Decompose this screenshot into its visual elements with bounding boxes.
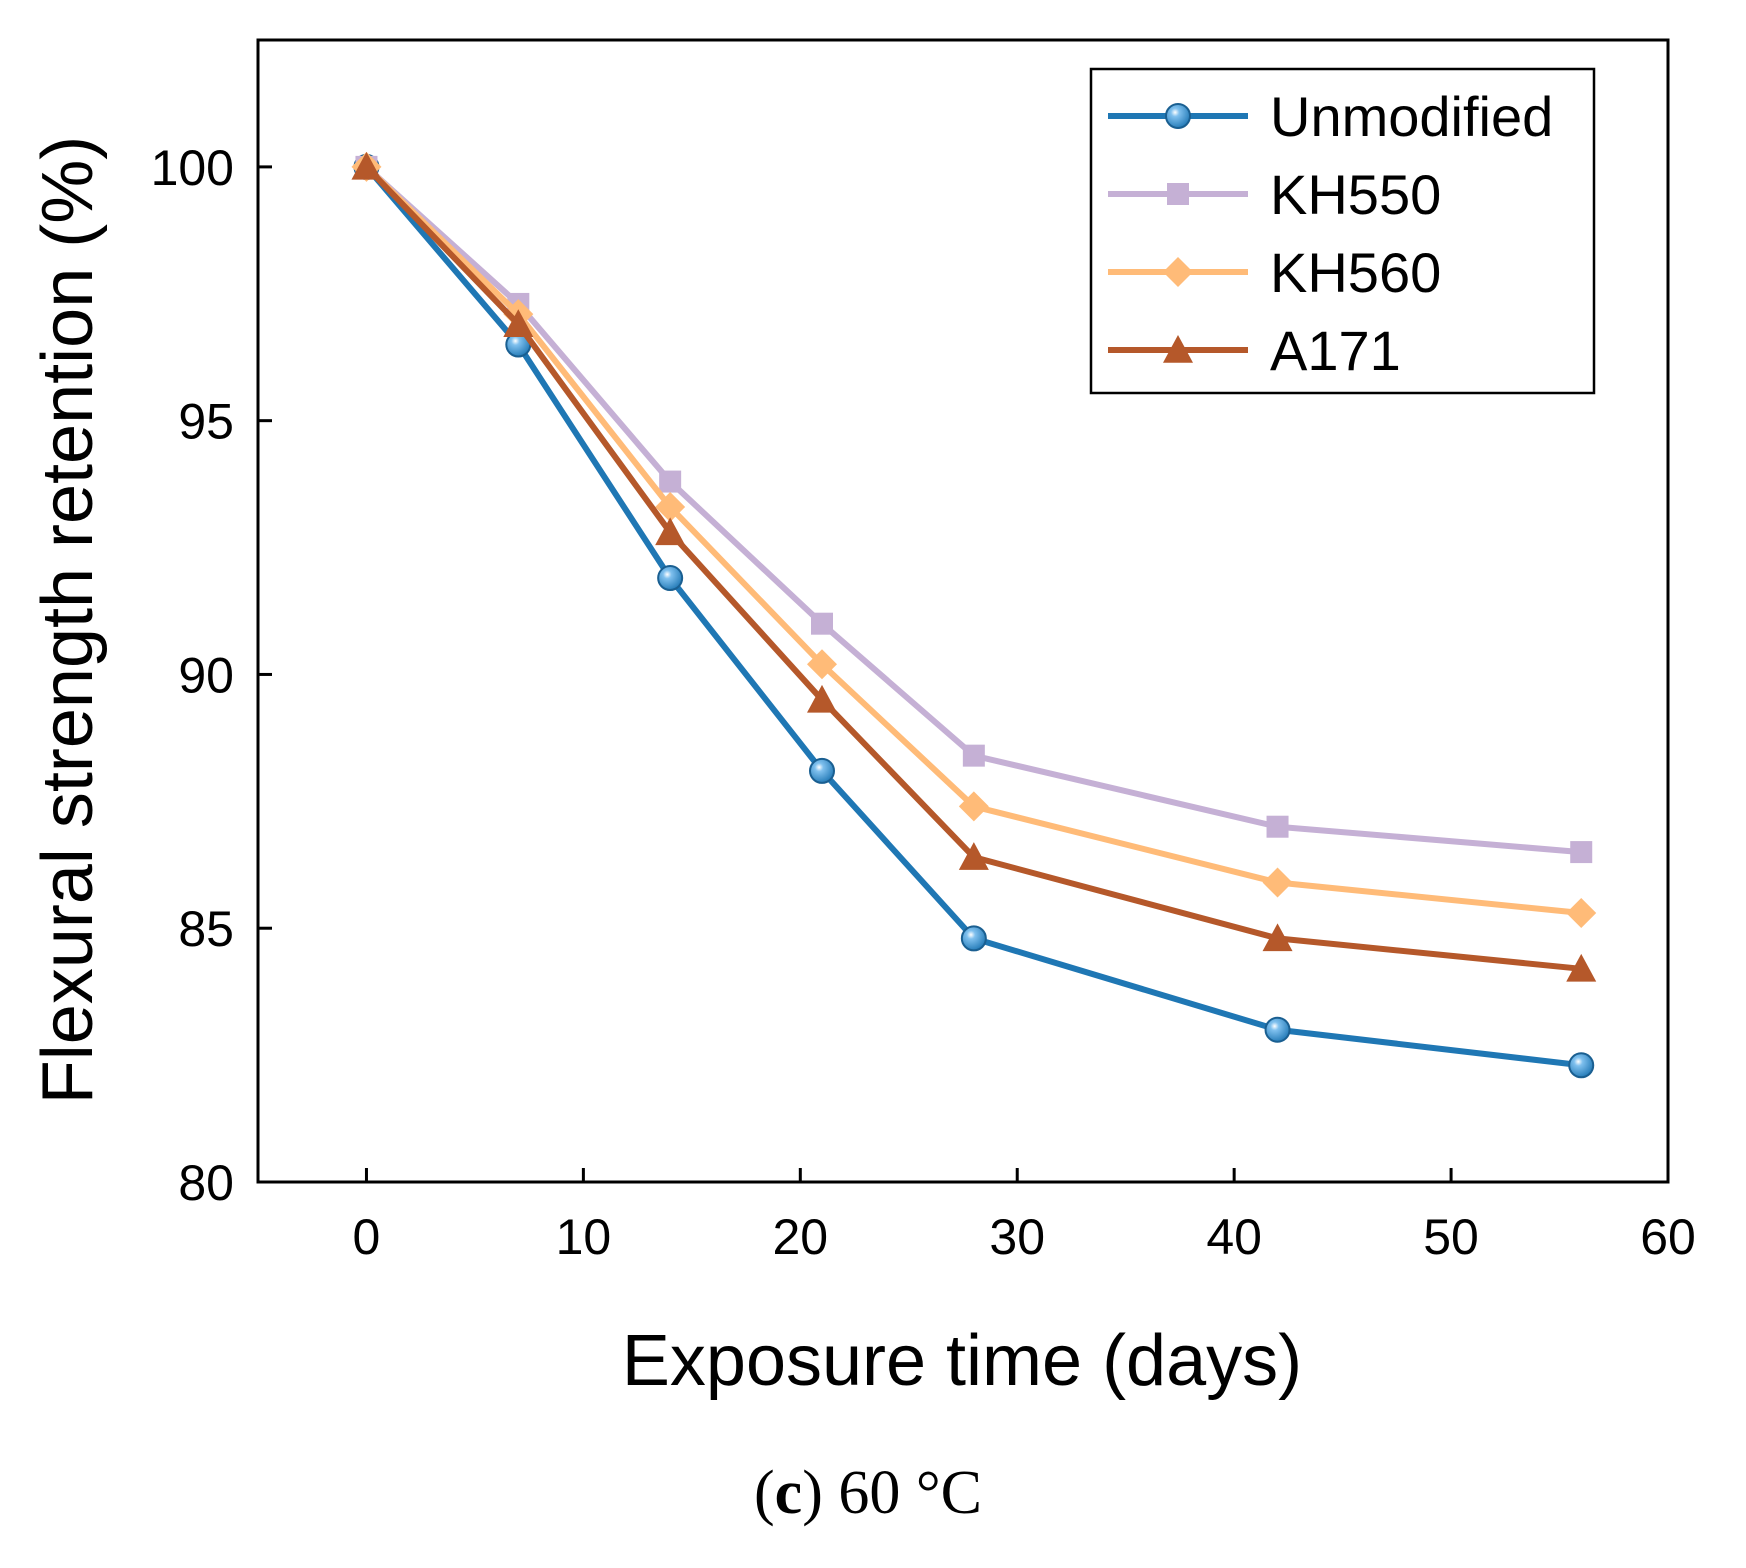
data-point (807, 649, 837, 680)
figure-caption: (c) 60 °C (754, 1459, 982, 1527)
series-layer (351, 151, 1597, 1079)
data-point (960, 925, 987, 952)
y-tick-label: 100 (151, 140, 234, 196)
legend: Unmodified KH550 KH560 A171 (1089, 67, 1596, 395)
data-point (1262, 923, 1293, 952)
legend-entry-unmodified: Unmodified (1108, 85, 1553, 148)
data-point (1566, 897, 1597, 928)
legend-marker (1167, 183, 1189, 205)
y-tick-label: 80 (178, 1155, 234, 1211)
data-point (962, 744, 985, 767)
data-point (655, 491, 686, 522)
legend-entry-kh560: KH560 (1108, 241, 1441, 304)
caption-open-paren: ( (754, 1459, 775, 1527)
data-point (1566, 953, 1597, 982)
data-point (1568, 1052, 1595, 1079)
x-tick-label: 30 (989, 1209, 1045, 1265)
data-point (503, 309, 534, 337)
data-point (1264, 1016, 1291, 1043)
x-tick-label: 20 (772, 1209, 828, 1265)
legend-entry-kh550: KH550 (1108, 163, 1441, 226)
legend-marker (1165, 103, 1191, 129)
legend-label: A171 (1270, 319, 1401, 382)
caption-letter: c (775, 1459, 803, 1527)
data-point (958, 791, 989, 822)
x-tick-label: 60 (1640, 1209, 1696, 1265)
x-tick-label: 50 (1423, 1209, 1479, 1265)
data-point (351, 151, 382, 180)
legend-marker (1163, 257, 1193, 287)
data-point (807, 684, 837, 713)
data-point (657, 565, 684, 592)
data-point (1266, 815, 1289, 838)
legend-label: KH550 (1270, 163, 1441, 226)
x-tick-label: 0 (353, 1209, 381, 1265)
legend-entry-a171: A171 (1108, 319, 1401, 382)
data-point (811, 612, 833, 635)
data-point (659, 470, 682, 493)
x-axis-title: Exposure time (days) (622, 1321, 1302, 1401)
x-tick-label: 40 (1206, 1209, 1262, 1265)
data-point (809, 757, 835, 784)
axes-layer: 0 10 20 30 40 50 60 80 85 90 95 100 (151, 38, 1696, 1265)
data-point (1570, 841, 1593, 864)
data-point (655, 517, 686, 546)
data-point (1262, 867, 1293, 898)
series-unmodified (353, 153, 1595, 1079)
plot-frame (256, 38, 1670, 1184)
legend-label: Unmodified (1270, 85, 1553, 148)
y-axis-title: Flexural strength retention (%) (28, 136, 108, 1104)
y-tick-label: 85 (178, 901, 234, 957)
y-tick-label: 95 (178, 394, 234, 450)
series-a171 (351, 151, 1597, 982)
y-tick-label: 90 (178, 647, 234, 703)
data-point (958, 842, 989, 870)
caption-temperature: ) 60 °C (802, 1459, 982, 1527)
legend-label: KH560 (1270, 241, 1441, 304)
legend-marker (1163, 335, 1193, 363)
x-tick-label: 10 (556, 1209, 612, 1265)
